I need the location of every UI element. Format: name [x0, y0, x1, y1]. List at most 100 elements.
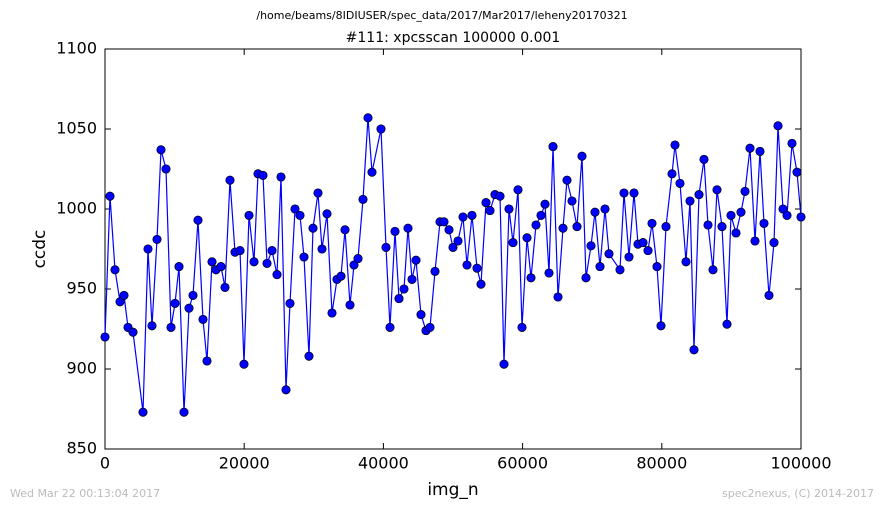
- data-point: [105, 191, 115, 201]
- chart-suptitle: /home/beams/8IDIUSER/spec_data/2017/Mar2…: [256, 9, 627, 22]
- data-point: [604, 249, 614, 259]
- data-point: [313, 188, 323, 198]
- x-tick-label: 60000: [497, 454, 548, 473]
- data-point: [717, 222, 727, 232]
- data-point: [736, 207, 746, 217]
- data-point: [110, 265, 120, 275]
- data-point: [581, 273, 591, 283]
- data-point: [495, 191, 505, 201]
- data-point: [689, 345, 699, 355]
- data-point: [299, 252, 309, 262]
- data-point: [143, 244, 153, 254]
- data-point: [778, 204, 788, 214]
- data-point: [764, 290, 774, 300]
- data-point: [244, 210, 254, 220]
- data-point: [638, 238, 648, 248]
- data-point: [285, 298, 295, 308]
- y-tick-label: 900: [66, 359, 97, 378]
- data-point: [615, 265, 625, 275]
- data-point: [769, 238, 779, 248]
- data-point: [629, 188, 639, 198]
- data-point: [548, 142, 558, 152]
- data-point: [147, 321, 157, 331]
- data-point: [327, 308, 337, 318]
- data-point: [416, 310, 426, 320]
- data-point: [694, 190, 704, 200]
- data-point: [481, 198, 491, 208]
- data-point: [358, 194, 368, 204]
- data-point: [376, 124, 386, 134]
- data-point: [699, 154, 709, 164]
- data-point: [166, 322, 176, 332]
- data-point: [220, 282, 230, 292]
- data-point: [782, 210, 792, 220]
- data-point: [239, 359, 249, 369]
- data-point: [290, 204, 300, 214]
- y-axis-label: ccdc: [30, 230, 50, 269]
- data-point: [184, 303, 194, 313]
- data-point: [675, 178, 685, 188]
- x-tick-label: 40000: [358, 454, 409, 473]
- data-point: [558, 223, 568, 233]
- data-point: [755, 146, 765, 156]
- data-point: [562, 175, 572, 185]
- data-point: [643, 246, 653, 256]
- data-point: [685, 196, 695, 206]
- x-tick-label: 100000: [770, 454, 831, 473]
- data-point: [444, 225, 454, 235]
- y-tick-label: 950: [66, 279, 97, 298]
- data-point: [586, 241, 596, 251]
- data-point: [161, 164, 171, 174]
- data-point: [448, 242, 458, 252]
- data-point: [577, 151, 587, 161]
- data-point: [193, 215, 203, 225]
- data-point: [600, 204, 610, 214]
- data-point: [504, 204, 514, 214]
- plot-frame: [104, 48, 802, 450]
- footnote-left: Wed Mar 22 00:13:04 2017: [10, 487, 160, 500]
- data-point: [216, 262, 226, 272]
- data-point: [198, 314, 208, 324]
- data-point: [595, 262, 605, 272]
- data-point: [517, 322, 527, 332]
- data-point: [462, 260, 472, 270]
- data-point: [567, 196, 577, 206]
- data-point: [349, 260, 359, 270]
- data-point: [544, 268, 554, 278]
- chart-title: #111: xpcsscan 100000 0.001: [346, 30, 561, 46]
- data-point: [661, 222, 671, 232]
- y-tick-label: 850: [66, 439, 97, 458]
- data-point: [499, 359, 509, 369]
- data-point: [225, 175, 235, 185]
- data-point: [399, 284, 409, 294]
- y-tick-label: 1050: [56, 119, 97, 138]
- data-point: [531, 220, 541, 230]
- x-axis-label: img_n: [427, 480, 478, 500]
- data-point: [156, 145, 166, 155]
- y-tick-label: 1100: [56, 39, 97, 58]
- data-point: [750, 236, 760, 246]
- data-point: [385, 322, 395, 332]
- data-point: [407, 274, 417, 284]
- data-point: [115, 297, 125, 307]
- data-point: [179, 407, 189, 417]
- data-point: [624, 252, 634, 262]
- data-point: [590, 207, 600, 217]
- data-point: [796, 212, 806, 222]
- data-point: [572, 222, 582, 232]
- data-point: [536, 210, 546, 220]
- data-point: [272, 270, 282, 280]
- data-point: [281, 385, 291, 395]
- data-point: [740, 186, 750, 196]
- data-point: [722, 319, 732, 329]
- data-point: [340, 225, 350, 235]
- data-point: [390, 226, 400, 236]
- data-point: [411, 255, 421, 265]
- data-point: [152, 234, 162, 244]
- data-point: [249, 257, 259, 267]
- data-point: [553, 292, 563, 302]
- data-point: [353, 254, 363, 264]
- data-point: [276, 172, 286, 182]
- data-point: [745, 143, 755, 153]
